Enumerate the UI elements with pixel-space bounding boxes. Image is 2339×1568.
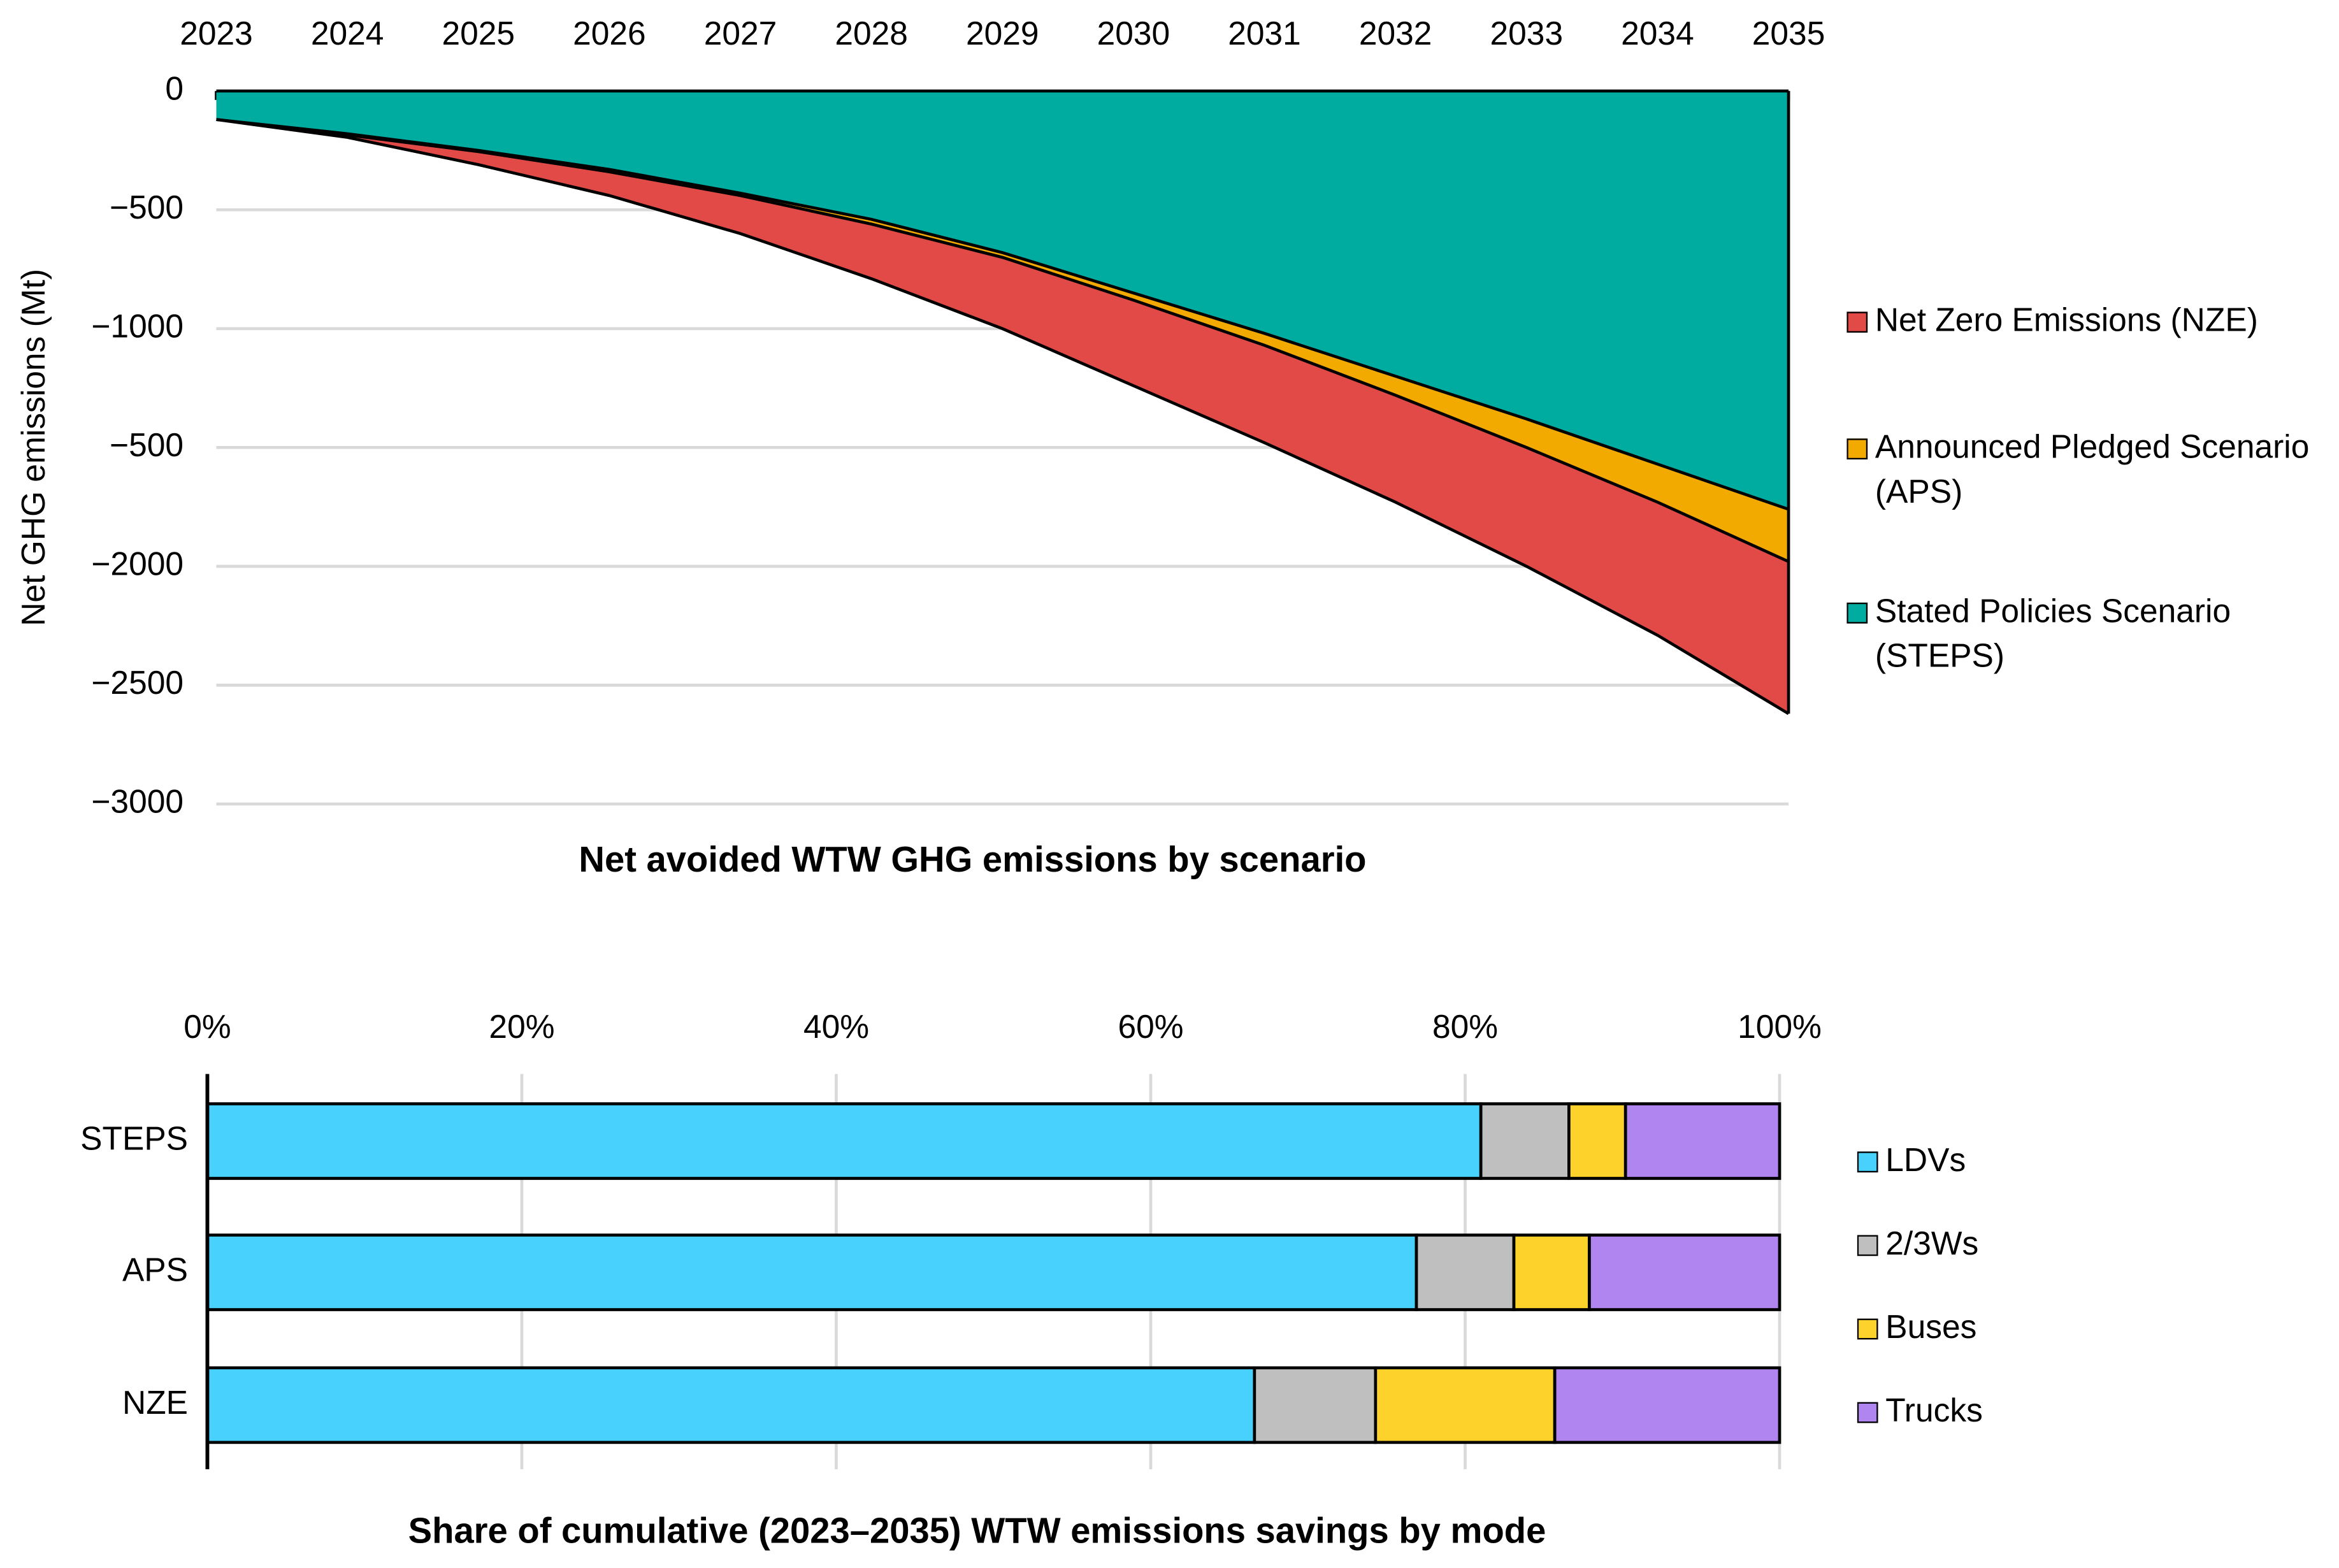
legend-item: 2/3Ws bbox=[1857, 1221, 2305, 1266]
y-tick-label: −2000 bbox=[91, 545, 184, 582]
bar-segment bbox=[1623, 1102, 1781, 1180]
legend-item: Buses bbox=[1857, 1305, 2305, 1349]
bar-segment bbox=[1414, 1234, 1516, 1311]
legend-label: LDVs bbox=[1885, 1140, 1966, 1179]
y-tick-label: 0 bbox=[165, 69, 184, 106]
legend-item: Net Zero Emissions (NZE) bbox=[1846, 298, 2339, 343]
x-tick-label: 2032 bbox=[1359, 15, 1432, 52]
bar-segment bbox=[1588, 1234, 1781, 1311]
legend-swatch bbox=[1857, 1318, 1878, 1340]
legend-swatch bbox=[1846, 438, 1868, 460]
legend-item: Trucks bbox=[1857, 1389, 2305, 1434]
legend-swatch bbox=[1846, 602, 1868, 624]
bar-segment bbox=[1567, 1102, 1627, 1180]
x-tick-label: 2035 bbox=[1752, 15, 1825, 52]
legend-label: Stated Policies Scenario (STEPS) bbox=[1875, 592, 2231, 675]
legend-swatch bbox=[1857, 1151, 1878, 1173]
bar-segment bbox=[206, 1366, 1256, 1444]
legend-item: Stated Policies Scenario (STEPS) bbox=[1846, 589, 2339, 679]
x-tick-label: 2028 bbox=[835, 15, 908, 52]
chart-title: Share of cumulative (2023–2035) WTW emis… bbox=[408, 1511, 1546, 1551]
legend-entry: Net Zero Emissions (NZE) bbox=[1846, 298, 2339, 343]
legend-entry: Buses bbox=[1857, 1305, 2305, 1349]
legend-swatch bbox=[1846, 312, 1868, 333]
area bbox=[216, 90, 1789, 510]
x-tick-label: 2024 bbox=[311, 15, 384, 52]
x-tick-label: 40% bbox=[803, 1008, 869, 1045]
legend-entry: 2/3Ws bbox=[1857, 1221, 2305, 1266]
x-tick-label: 2026 bbox=[573, 15, 646, 52]
x-tick-label: 2030 bbox=[1097, 15, 1170, 52]
area-edge bbox=[216, 118, 1789, 511]
legend-label: Announced Pledged Scenario (APS) bbox=[1875, 428, 2310, 510]
y-tick-label: APS bbox=[122, 1251, 188, 1288]
x-tick-label: 2034 bbox=[1621, 15, 1694, 52]
y-tick-label: NZE bbox=[122, 1384, 188, 1421]
legend-label: Trucks bbox=[1885, 1392, 1983, 1429]
legend-label: Net Zero Emissions (NZE) bbox=[1875, 301, 2258, 339]
x-tick-label: 2029 bbox=[966, 15, 1039, 52]
bar-segment bbox=[1512, 1234, 1591, 1311]
x-tick-label: 2033 bbox=[1490, 15, 1564, 52]
area-edge bbox=[216, 118, 1790, 716]
x-tick-label: 20% bbox=[489, 1008, 554, 1045]
legend-label: Buses bbox=[1885, 1308, 1977, 1346]
bar-segment bbox=[1374, 1366, 1557, 1444]
y-tick-label: −500 bbox=[110, 189, 184, 226]
chart-title: Net avoided WTW GHG emissions by scenari… bbox=[579, 839, 1366, 879]
x-tick-label: 80% bbox=[1432, 1008, 1498, 1045]
legend-entry: Stated Policies Scenario (STEPS) bbox=[1846, 589, 2339, 679]
legend-entry: Announced Pledged Scenario (APS) bbox=[1846, 425, 2339, 514]
bar-segment bbox=[206, 1234, 1418, 1311]
y-tick-label: −1000 bbox=[91, 307, 184, 344]
legend-entry: LDVs bbox=[1857, 1138, 2305, 1183]
legend-item: Announced Pledged Scenario (APS) bbox=[1846, 425, 2339, 514]
y-tick-label: STEPS bbox=[80, 1120, 188, 1157]
x-tick-label: 2031 bbox=[1228, 15, 1301, 52]
x-tick-label: 2027 bbox=[704, 15, 777, 52]
x-tick-label: 100% bbox=[1738, 1008, 1822, 1045]
x-tick-label: 2025 bbox=[442, 15, 515, 52]
bar-segment bbox=[1553, 1366, 1781, 1444]
x-tick-label: 60% bbox=[1118, 1008, 1183, 1045]
y-tick-label: −2500 bbox=[91, 664, 184, 701]
bar-segment bbox=[206, 1102, 1483, 1180]
legend-swatch bbox=[1857, 1402, 1878, 1423]
bar-segment bbox=[1479, 1102, 1571, 1180]
legend-swatch bbox=[1857, 1235, 1878, 1256]
x-tick-label: 0% bbox=[184, 1008, 231, 1045]
y-tick-label: −3000 bbox=[91, 782, 184, 819]
legend-label: 2/3Ws bbox=[1885, 1225, 1979, 1262]
y-tick-label: −500 bbox=[110, 426, 184, 463]
x-tick-label: 2023 bbox=[180, 15, 253, 52]
bar-segment bbox=[1253, 1366, 1378, 1444]
y-axis-label: Net GHG emissions (Mt) bbox=[15, 269, 52, 626]
legend-item: LDVs bbox=[1857, 1138, 2305, 1183]
legend-entry: Trucks bbox=[1857, 1389, 2305, 1434]
